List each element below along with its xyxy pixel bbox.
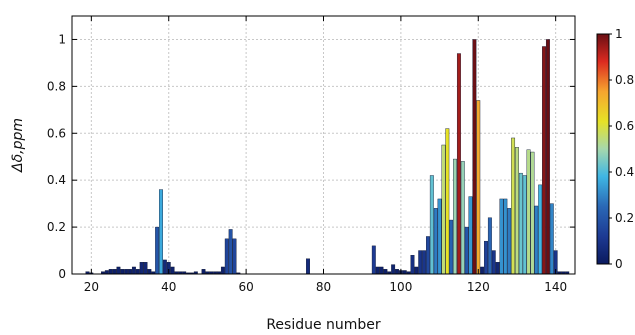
bar bbox=[159, 189, 163, 275]
bar bbox=[441, 144, 446, 275]
bar bbox=[491, 250, 496, 275]
bar bbox=[375, 266, 380, 275]
x-tick-label: 40 bbox=[161, 280, 176, 294]
bar bbox=[530, 151, 535, 275]
colorbar-tick-label: 0.6 bbox=[615, 119, 634, 133]
bar bbox=[422, 250, 427, 275]
x-tick-label: 60 bbox=[238, 280, 253, 294]
colorbar-ticks: 0 0.2 0.4 0.6 0.8 1 bbox=[609, 27, 634, 271]
bar bbox=[476, 100, 481, 275]
bar bbox=[414, 266, 419, 275]
y-tick-label: 0.8 bbox=[47, 79, 66, 93]
bar bbox=[391, 264, 396, 275]
colorbar-tick-label: 0 bbox=[615, 257, 623, 271]
bar bbox=[162, 259, 167, 275]
bar bbox=[116, 266, 121, 275]
bar bbox=[108, 269, 113, 275]
bar bbox=[120, 269, 125, 275]
bar bbox=[104, 270, 109, 275]
x-tick-label: 20 bbox=[84, 280, 99, 294]
bar bbox=[379, 266, 384, 275]
colorbar-tick-label: 0.2 bbox=[615, 211, 634, 225]
bar bbox=[453, 158, 457, 275]
bar bbox=[503, 198, 508, 275]
bar bbox=[480, 266, 485, 275]
bar bbox=[232, 238, 237, 275]
bar bbox=[484, 240, 488, 275]
bar bbox=[460, 161, 465, 275]
bar bbox=[433, 208, 438, 275]
bar bbox=[418, 250, 423, 275]
bar bbox=[534, 205, 539, 275]
bar bbox=[511, 137, 516, 275]
bar bbox=[143, 262, 148, 275]
y-axis-title: Δδ,ppm bbox=[10, 118, 26, 173]
bar bbox=[371, 245, 376, 275]
bar bbox=[147, 269, 152, 275]
bar bbox=[135, 269, 140, 275]
bar bbox=[538, 184, 543, 275]
bar bbox=[155, 226, 160, 275]
axis-ticks bbox=[72, 16, 575, 275]
bar bbox=[170, 266, 175, 275]
x-tick-label: 120 bbox=[467, 280, 490, 294]
bar bbox=[395, 269, 399, 275]
bar bbox=[464, 226, 469, 275]
bar bbox=[515, 147, 519, 275]
bar bbox=[495, 262, 500, 275]
bar bbox=[306, 258, 310, 275]
bar bbox=[445, 128, 450, 275]
bar bbox=[224, 238, 229, 275]
colorbar bbox=[596, 33, 610, 265]
x-tick-label: 140 bbox=[544, 280, 567, 294]
bar bbox=[429, 175, 434, 275]
x-axis-title: Residue number bbox=[266, 317, 381, 333]
y-tick-label: 0.2 bbox=[47, 220, 66, 234]
bar bbox=[545, 39, 550, 275]
colorbar-tick-label: 0.4 bbox=[615, 165, 634, 179]
bar bbox=[410, 255, 415, 275]
bar bbox=[139, 262, 144, 275]
bar bbox=[426, 236, 430, 275]
y-tick-label: 1 bbox=[58, 32, 66, 46]
colorbar-tick-label: 0.8 bbox=[615, 73, 634, 87]
bar bbox=[549, 203, 554, 275]
bar bbox=[220, 266, 225, 275]
x-tick-label: 100 bbox=[389, 280, 412, 294]
bar bbox=[402, 270, 407, 275]
y-tick-labels: 0 0.2 0.4 0.6 0.8 1 bbox=[47, 32, 66, 281]
bar bbox=[201, 269, 206, 275]
colorbar-tick-label: 1 bbox=[615, 27, 623, 41]
bar bbox=[124, 269, 129, 275]
bar bbox=[518, 172, 523, 275]
y-tick-label: 0.6 bbox=[47, 126, 66, 140]
bar bbox=[522, 175, 527, 275]
bar bbox=[131, 266, 136, 275]
bar bbox=[472, 39, 477, 275]
bar bbox=[383, 269, 388, 275]
bar bbox=[507, 208, 512, 275]
bar bbox=[128, 269, 132, 275]
y-tick-label: 0.4 bbox=[47, 173, 66, 187]
x-tick-label: 80 bbox=[316, 280, 331, 294]
y-tick-label: 0 bbox=[58, 267, 66, 281]
bars bbox=[85, 39, 570, 275]
bar bbox=[542, 46, 546, 275]
bar bbox=[468, 196, 473, 275]
bar bbox=[437, 198, 442, 275]
bar bbox=[112, 269, 117, 275]
bar bbox=[499, 198, 504, 275]
bar bbox=[449, 219, 454, 275]
bar bbox=[228, 229, 233, 275]
bar bbox=[456, 53, 461, 275]
bar bbox=[526, 149, 531, 275]
bar bbox=[487, 217, 492, 275]
x-tick-labels: 20 40 60 80 100 120 140 bbox=[84, 280, 567, 294]
